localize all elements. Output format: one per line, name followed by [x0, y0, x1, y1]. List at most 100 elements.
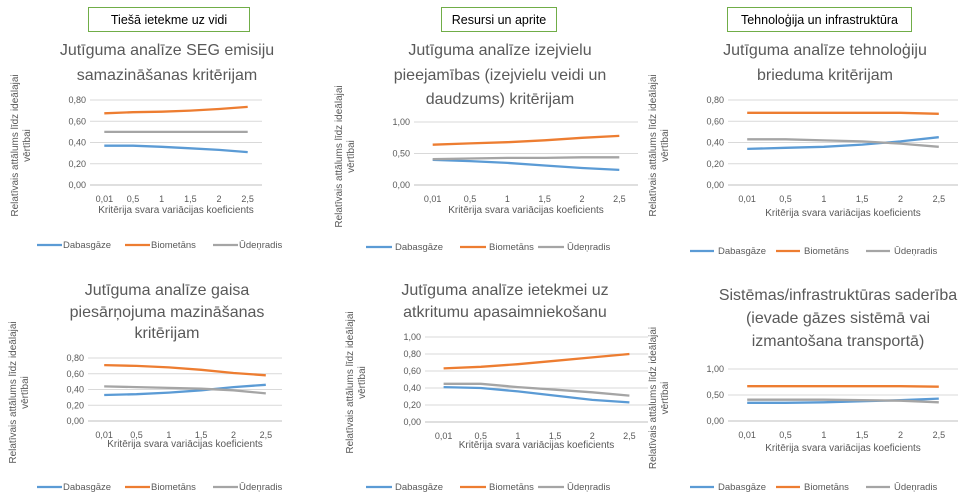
- chart-5-x-tick-label: 1,5: [549, 431, 562, 441]
- chart-6-x-tick-label: 2: [898, 430, 903, 440]
- chart-2-y-tick-label: 1,00: [392, 117, 410, 127]
- chart-4-legend-label: Dabasgāze: [63, 482, 111, 493]
- chart-3-x-tick-label: 0,01: [738, 194, 756, 204]
- chart-2-y-tick-label: 0,50: [392, 149, 410, 159]
- chart-4-y-axis-title: Relatīvais attālums līdz ideālajai: [8, 321, 19, 463]
- chart-5-x-tick-label: 0,01: [435, 431, 453, 441]
- chart-4-x-tick-label: 1,5: [195, 430, 208, 440]
- chart-2-title-line: daudzums) kritērijam: [426, 91, 574, 108]
- chart-6-x-axis-title: Kritērija svara variācijas koeficients: [765, 443, 921, 454]
- chart-5-y-tick-label: 0,20: [403, 400, 421, 410]
- chart-3-y-tick-label: 0,20: [706, 159, 724, 169]
- chart-4-legend-label: Biometāns: [151, 482, 196, 493]
- chart-3-x-axis-title: Kritērija svara variācijas koeficients: [765, 208, 921, 219]
- chart-2-series-line-2: [432, 134, 620, 146]
- chart-4-series-line-2: [104, 363, 266, 377]
- chart-4-x-axis-title: Kritērija svara variācijas koeficients: [107, 439, 263, 450]
- chart-5-series-line-2: [443, 352, 630, 370]
- chart-4-x-tick-label: 0,01: [95, 430, 113, 440]
- chart-1-x-tick-label: 1: [159, 194, 164, 204]
- section-header-environment: Tiešā ietekme uz vidi: [88, 7, 250, 32]
- chart-6-x-tick-label: 2,5: [933, 430, 946, 440]
- chart-4-series-line-3: [104, 385, 266, 395]
- chart-3-y-axis-title: Relatīvais attālums līdz ideālajai: [648, 74, 659, 216]
- chart-6-y-axis-title: vērtībai: [660, 382, 671, 415]
- chart-1-x-tick-label: 0,5: [127, 194, 140, 204]
- chart-3-title-line: brieduma kritērijam: [757, 67, 893, 84]
- chart-4-title-line: Jutīguma analīze gaisa: [85, 282, 250, 299]
- chart-5-title-line: atkritumu apasaimniekošanu: [403, 304, 607, 321]
- chart-3-series-line-1: [747, 136, 939, 151]
- chart-1-y-tick-label: 0,00: [68, 180, 86, 190]
- chart-4-y-tick-label: 0,20: [66, 400, 84, 410]
- chart-5-legend-label: Biometāns: [489, 482, 534, 493]
- chart-1-y-tick-label: 0,20: [68, 159, 86, 169]
- chart-1-y-tick-label: 0,80: [68, 95, 86, 105]
- chart-6-title-line: Sistēmas/infrastruktūras saderība: [719, 287, 957, 304]
- chart-6-x-tick-label: 1: [821, 430, 826, 440]
- chart-5-title-line: Jutīguma analīze ietekmei uz: [401, 282, 608, 299]
- chart-2-y-tick-label: 0,00: [392, 180, 410, 190]
- chart-6-title-line: izmantošana transportā): [752, 333, 925, 350]
- chart-3-y-tick-label: 0,40: [706, 138, 724, 148]
- chart-4-legend-label: Ūdeņradis: [239, 482, 283, 493]
- chart-1-y-tick-label: 0,60: [68, 116, 86, 126]
- chart-1-x-tick-label: 2: [216, 194, 221, 204]
- chart-1-series-line-2: [104, 105, 248, 115]
- chart-5-legend-label: Ūdeņradis: [567, 482, 611, 493]
- chart-3-y-tick-label: 0,00: [706, 180, 724, 190]
- chart-6-x-tick-label: 0,5: [779, 430, 792, 440]
- chart-3-x-tick-label: 1,5: [856, 194, 869, 204]
- chart-5-x-axis-title: Kritērija svara variācijas koeficients: [459, 440, 615, 451]
- chart-3-series-line-3: [747, 138, 939, 148]
- chart-1-x-tick-label: 2,5: [241, 194, 254, 204]
- chart-3-x-tick-label: 1: [821, 194, 826, 204]
- chart-3-x-tick-label: 2: [898, 194, 903, 204]
- chart-2-x-tick-label: 1: [505, 194, 510, 204]
- chart-4-y-tick-label: 0,80: [66, 353, 84, 363]
- chart-5-y-axis-title: vērtībai: [357, 366, 368, 399]
- chart-1-x-tick-label: 1,5: [184, 194, 197, 204]
- chart-3-y-tick-label: 0,60: [706, 116, 724, 126]
- chart-2-x-tick-label: 2,5: [613, 194, 626, 204]
- chart-4-y-axis-title: vērtībai: [20, 376, 31, 409]
- chart-6-legend-label: Ūdeņradis: [894, 482, 938, 493]
- chart-1-legend-label: Biometāns: [151, 240, 196, 251]
- chart-3-legend-label: Ūdeņradis: [894, 246, 938, 257]
- chart-3-legend-label: Biometāns: [804, 246, 849, 257]
- chart-1-legend-label: Dabasgāze: [63, 240, 111, 251]
- chart-4-x-tick-label: 2,5: [260, 430, 273, 440]
- chart-2-series-line-1: [432, 158, 620, 172]
- chart-1-x-tick-label: 0,01: [96, 194, 114, 204]
- chart-6-y-tick-label: 0,00: [706, 416, 724, 426]
- chart-5-series-line-1: [443, 385, 630, 404]
- chart-2-legend-label: Ūdeņradis: [567, 242, 611, 253]
- section-header-resources: Resursi un aprite: [441, 7, 557, 32]
- chart-4-y-tick-label: 0,60: [66, 369, 84, 379]
- chart-3-legend-label: Dabasgāze: [718, 246, 766, 257]
- chart-5-series-line-3: [443, 382, 630, 397]
- chart-5-x-tick-label: 2,5: [623, 431, 636, 441]
- chart-2-title-line: pieejamības (izejvielu veidi un: [394, 67, 607, 84]
- chart-1-legend-label: Ūdeņradis: [239, 240, 283, 251]
- chart-2-title-line: Jutīguma analīze izejvielu: [408, 42, 591, 59]
- chart-1-y-axis-title: Relatīvais attālums līdz ideālajai: [10, 74, 21, 216]
- chart-6-series-line-3: [747, 398, 939, 404]
- chart-2-x-tick-label: 1,5: [538, 194, 551, 204]
- chart-6-series-line-2: [747, 385, 939, 388]
- section-header-technology: Tehnoloģija un infrastruktūra: [727, 7, 912, 32]
- chart-2-x-tick-label: 2: [579, 194, 584, 204]
- chart-6-y-tick-label: 1,00: [706, 364, 724, 374]
- chart-5-legend-label: Dabasgāze: [395, 482, 443, 493]
- chart-5-y-tick-label: 0,00: [403, 417, 421, 427]
- chart-1-series-line-1: [104, 144, 248, 154]
- chart-2-y-axis-title: Relatīvais attālums līdz ideālajai: [334, 85, 345, 227]
- chart-3-title-line: Jutīguma analīze tehnoloģiju: [723, 41, 927, 59]
- chart-4-x-tick-label: 1: [166, 430, 171, 440]
- chart-1-x-axis-title: Kritērija svara variācijas koeficients: [98, 205, 254, 216]
- chart-5-x-tick-label: 1: [515, 431, 520, 441]
- chart-4-y-tick-label: 0,40: [66, 385, 84, 395]
- chart-3-x-tick-label: 0,5: [779, 194, 792, 204]
- chart-2-legend-label: Biometāns: [489, 242, 534, 253]
